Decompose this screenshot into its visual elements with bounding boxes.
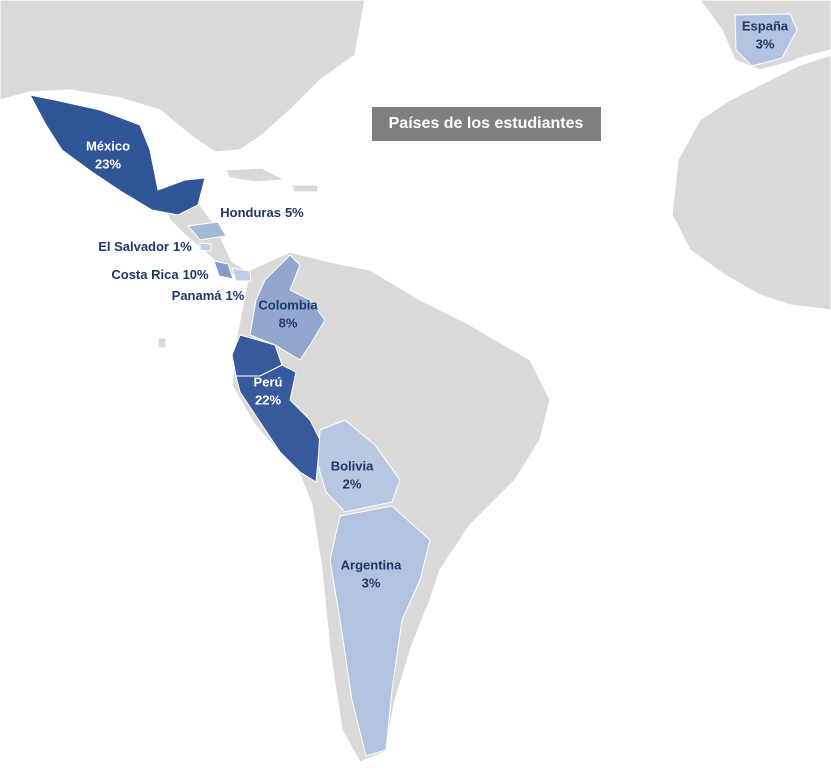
country xyxy=(29,94,206,216)
country-share: 2% xyxy=(343,476,362,491)
map-title: Países de los estudiantes xyxy=(389,115,584,132)
country xyxy=(231,267,252,282)
country-share: 10% xyxy=(183,267,209,282)
country-share: 22% xyxy=(255,392,281,407)
country xyxy=(213,260,234,280)
country-share: 8% xyxy=(279,315,298,330)
country-share: 1% xyxy=(173,239,192,254)
country xyxy=(187,221,227,241)
country-name: Costa Rica xyxy=(111,267,179,282)
country xyxy=(734,13,798,67)
country-name: Argentina xyxy=(341,557,402,572)
country-label: El Salvador 1% xyxy=(98,239,192,254)
country-share: 3% xyxy=(362,575,381,590)
country-name: Bolivia xyxy=(331,458,374,473)
country-share: 5% xyxy=(285,205,304,220)
country xyxy=(329,505,431,757)
labels: México 23% España 3% Honduras 5% El Salvador 1%… xyxy=(86,18,789,590)
country-name: Panamá xyxy=(172,288,223,303)
country-label: Costa Rica 10% xyxy=(111,267,209,282)
country xyxy=(317,419,401,513)
country-share: 3% xyxy=(756,36,775,51)
country-name: El Salvador xyxy=(98,239,169,254)
central-america xyxy=(158,199,251,283)
galapagos xyxy=(157,337,167,349)
country-name: España xyxy=(742,18,789,33)
country-name: Ecuador xyxy=(182,328,234,343)
country-name: México xyxy=(86,138,130,153)
country-name: Colombia xyxy=(258,297,318,312)
north-america xyxy=(0,0,366,153)
country-name: Perú xyxy=(254,374,283,389)
country-name: Honduras xyxy=(220,205,281,220)
regions xyxy=(29,13,798,757)
country xyxy=(249,254,326,361)
country-share: 1% xyxy=(226,288,245,303)
title-box xyxy=(372,107,601,141)
africa xyxy=(671,54,831,311)
country-share: 23% xyxy=(95,156,121,171)
country xyxy=(199,242,212,252)
country-label: Panamá 1% xyxy=(172,288,245,303)
country-label: Honduras 5% xyxy=(220,205,304,220)
caribbean-island xyxy=(291,184,319,193)
country-share: 22% xyxy=(195,346,221,361)
caribbean-island xyxy=(223,167,288,183)
